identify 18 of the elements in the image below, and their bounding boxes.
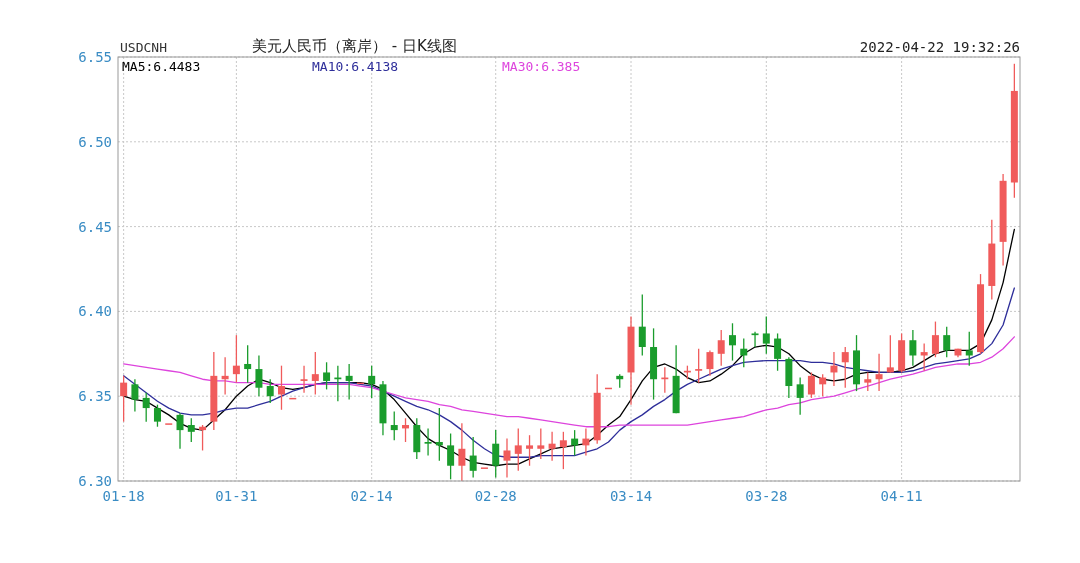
legend: MA5:6.4483 MA10:6.4138 MA30:6.385 [122, 59, 581, 74]
x-tick-label: 02-28 [474, 488, 517, 504]
text: 2022-04-22 19:32:26 [859, 39, 1020, 55]
y-tick-label: 6.55 [78, 49, 112, 65]
y-tick-label: 6.40 [78, 303, 112, 320]
x-tick-label: 01-18 [102, 488, 145, 504]
y-tick-label: 6.45 [78, 218, 112, 235]
y-tick-label: 6.35 [78, 388, 112, 405]
line-series [122, 336, 1016, 428]
x-tick-label: 03-28 [745, 488, 788, 504]
x-tick-label: 04-11 [880, 488, 923, 504]
y-tick-label: 6.50 [78, 133, 112, 150]
x-tick-label: 01-31 [215, 488, 258, 504]
x-tick-label: 03-14 [609, 488, 653, 504]
x-tick-label: 02-14 [350, 488, 393, 504]
y-tick-label: 6.30 [78, 473, 112, 489]
chart-subtitle: USDCNH [120, 40, 167, 55]
chart-title: 美元人民币（离岸） - 日K线图 [252, 37, 457, 55]
